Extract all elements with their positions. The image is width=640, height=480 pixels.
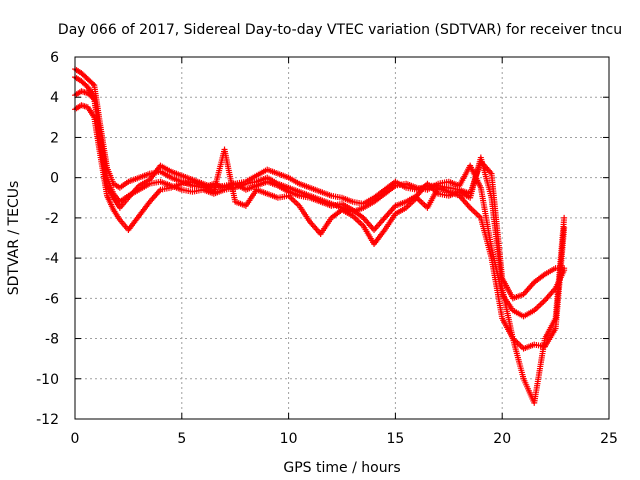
x-axis-label: GPS time / hours: [283, 460, 400, 476]
x-tick-label: 25: [600, 431, 618, 447]
y-tick-label: -4: [45, 251, 59, 267]
y-tick-label: 0: [50, 171, 59, 187]
data-point: [561, 214, 568, 221]
x-tick-label: 0: [71, 431, 80, 447]
gridlines: [75, 57, 609, 419]
series-track-c: [72, 102, 568, 352]
y-tick-label: -6: [45, 291, 59, 307]
y-tick-label: -10: [36, 372, 59, 388]
data-points: [72, 66, 568, 406]
x-tick-label: 15: [386, 431, 404, 447]
series-track-d: [72, 74, 568, 406]
axis-ticks: 0 5 10 15 20 25 -12 -10 -8 -6 -4 -2 0 2 4 6: [36, 50, 618, 447]
plot-frame: [74, 56, 610, 420]
y-tick-label: -2: [45, 211, 59, 227]
y-tick-label: 2: [50, 130, 59, 146]
y-axis-label: SDTVAR / TECUs: [6, 181, 22, 296]
x-tick-label: 10: [280, 431, 298, 447]
y-tick-label: 4: [50, 90, 59, 106]
y-tick-label: 6: [50, 50, 59, 66]
x-tick-label: 5: [177, 431, 186, 447]
series-track-b: [72, 88, 568, 320]
chart-title: Day 066 of 2017, Sidereal Day-to-day VTE…: [58, 22, 622, 38]
y-tick-label: -8: [45, 332, 59, 348]
y-tick-label: -12: [36, 412, 59, 428]
x-tick-label: 20: [493, 431, 511, 447]
data-point: [89, 80, 96, 87]
